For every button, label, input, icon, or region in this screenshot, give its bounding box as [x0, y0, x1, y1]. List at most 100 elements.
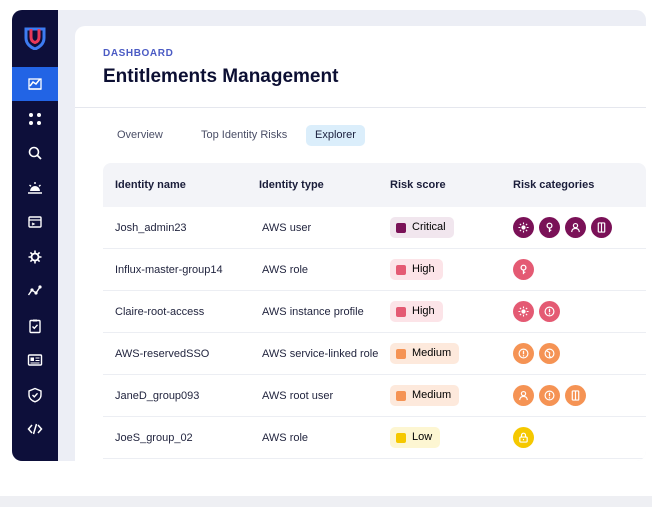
risk-categories: [513, 343, 560, 364]
table-row[interactable]: JoeS_group_02 AWS role Low: [103, 417, 646, 459]
identity-name[interactable]: JoeS_group_02: [115, 432, 193, 444]
risk-score-label: Medium: [412, 389, 452, 401]
table-header: Identity name Identity type Risk score R…: [103, 163, 646, 207]
identity-type: AWS service-linked role: [262, 348, 379, 360]
identities-table: Identity name Identity type Risk score R…: [103, 163, 646, 459]
risk-category-sun-gear-icon[interactable]: [513, 217, 534, 238]
risk-category-door-icon[interactable]: [565, 385, 586, 406]
risk-score-badge: Medium: [390, 385, 460, 406]
lock-icon: [519, 432, 528, 443]
identity-name[interactable]: Claire-root-access: [115, 306, 205, 318]
door-icon: [571, 390, 580, 401]
sidebar-item-graph-nodes[interactable]: [12, 274, 58, 308]
gear-icon: [28, 250, 42, 263]
breadcrumb[interactable]: DASHBOARD: [103, 48, 174, 59]
risk-score-badge: Low: [390, 427, 441, 448]
risk-score-label: Low: [412, 431, 433, 443]
identity-type: AWS root user: [262, 390, 334, 402]
risk-categories: [513, 427, 534, 448]
risk-color-square: [396, 432, 406, 443]
sidebar-item-apps-grid[interactable]: [12, 102, 58, 136]
sidebar-item-sunrise[interactable]: [12, 171, 58, 205]
risk-score-label: High: [412, 305, 435, 317]
search-icon: [28, 146, 42, 160]
globe-icon: [544, 348, 555, 359]
risk-categories: [513, 301, 560, 322]
table-row[interactable]: AWS-reservedSSO AWS service-linked role Me…: [103, 333, 646, 375]
identity-name[interactable]: AWS-reservedSSO: [115, 348, 210, 360]
sidebar-item-code[interactable]: [12, 412, 58, 446]
risk-score-label: Medium: [412, 347, 452, 359]
risk-score-label: Critical: [412, 221, 446, 233]
graph-nodes-icon: [27, 285, 42, 296]
risk-category-lock-icon[interactable]: [513, 427, 534, 448]
tab-overview[interactable]: Overview: [117, 129, 163, 141]
risk-category-alert-icon[interactable]: [513, 343, 534, 364]
risk-category-user-icon[interactable]: [513, 385, 534, 406]
identity-type: AWS instance profile: [262, 306, 364, 318]
risk-category-alert-icon[interactable]: [539, 301, 560, 322]
terminal-window-icon: [28, 216, 42, 228]
clipboard-check-icon: [29, 319, 41, 333]
shield-check-icon: [28, 387, 42, 403]
sidebar-item-gear[interactable]: [12, 240, 58, 274]
risk-color-square: [396, 264, 406, 275]
sun-gear-icon: [518, 222, 529, 233]
code-icon: [27, 423, 43, 435]
table-row[interactable]: Claire-root-access AWS instance profile Hi…: [103, 291, 646, 333]
risk-category-alert-icon[interactable]: [539, 385, 560, 406]
identity-type: AWS user: [262, 222, 312, 234]
user-icon: [571, 222, 580, 233]
alert-icon: [544, 390, 555, 401]
alert-icon: [518, 348, 529, 359]
key-icon: [520, 264, 527, 275]
sidebar-item-chart[interactable]: [12, 67, 58, 101]
key-icon: [546, 222, 553, 233]
risk-score-badge: Medium: [390, 343, 460, 364]
id-card-icon: [27, 354, 43, 366]
door-icon: [597, 222, 606, 233]
risk-score-badge: Critical: [390, 217, 454, 238]
column-header-risk-categories[interactable]: Risk categories: [513, 179, 595, 191]
table-row[interactable]: Josh_admin23 AWS user Critical: [103, 207, 646, 249]
identity-name[interactable]: Josh_admin23: [115, 222, 187, 234]
risk-categories: [513, 385, 586, 406]
risk-category-key-icon[interactable]: [513, 259, 534, 280]
sidebar-item-terminal-window[interactable]: [12, 205, 58, 239]
sidebar-item-clipboard-check[interactable]: [12, 309, 58, 343]
risk-category-globe-icon[interactable]: [539, 343, 560, 364]
risk-score-badge: High: [390, 259, 443, 280]
sidebar-item-search[interactable]: [12, 136, 58, 170]
table-row[interactable]: Influx-master-group14 AWS role High: [103, 249, 646, 291]
risk-categories: [513, 259, 534, 280]
alert-icon: [544, 306, 555, 317]
column-header-identity-name[interactable]: Identity name: [115, 179, 186, 191]
app-window: DASHBOARD Entitlements Management Overvi…: [12, 10, 646, 461]
sidebar-item-shield-check[interactable]: [12, 378, 58, 412]
divider: [75, 107, 646, 108]
bottom-strip: [0, 496, 652, 507]
chart-icon: [28, 78, 42, 90]
user-icon: [519, 390, 528, 401]
risk-category-key-icon[interactable]: [539, 217, 560, 238]
apps-grid-icon: [29, 112, 41, 125]
identity-name[interactable]: JaneD_group093: [115, 390, 200, 402]
identity-type: AWS role: [262, 264, 309, 276]
sunrise-icon: [28, 181, 42, 194]
risk-category-user-icon[interactable]: [565, 217, 586, 238]
risk-category-door-icon[interactable]: [591, 217, 612, 238]
identity-name[interactable]: Influx-master-group14: [115, 264, 223, 276]
column-header-risk-score[interactable]: Risk score: [390, 179, 446, 191]
risk-score-label: High: [412, 263, 435, 275]
tab-top-identity-risks[interactable]: Top Identity Risks: [201, 129, 288, 141]
table-row[interactable]: JaneD_group093 AWS root user Medium: [103, 375, 646, 417]
risk-color-square: [396, 390, 406, 401]
sun-gear-icon: [518, 306, 529, 317]
risk-score-badge: High: [390, 301, 443, 322]
risk-color-square: [396, 222, 406, 233]
page-title: Entitlements Management: [103, 66, 339, 87]
sidebar-item-id-card[interactable]: [12, 343, 58, 377]
tab-explorer[interactable]: Explorer: [306, 125, 365, 146]
column-header-identity-type[interactable]: Identity type: [259, 179, 324, 191]
risk-category-sun-gear-icon[interactable]: [513, 301, 534, 322]
